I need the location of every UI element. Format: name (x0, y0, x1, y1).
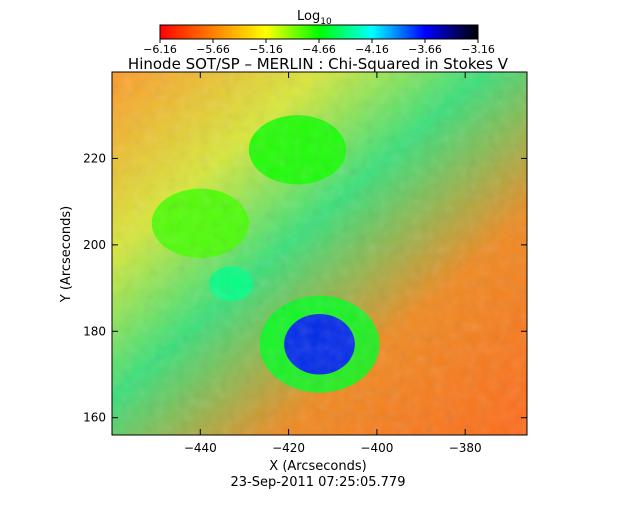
x-tick-label: −420 (272, 441, 305, 455)
x-axis-label: X (Arcseconds) (269, 459, 366, 474)
x-tick-label: −380 (449, 441, 482, 455)
colorbar-label: Log10 (297, 9, 332, 27)
heatmap (112, 72, 527, 435)
colorbar-tick-label: −4.16 (355, 43, 389, 56)
y-axis-label: Y (Arcseconds) (59, 206, 74, 303)
x-tick-label: −400 (360, 441, 393, 455)
plot-frame (111, 71, 528, 436)
y-tick-label: 180 (83, 324, 106, 338)
y-tick-label: 160 (83, 411, 106, 425)
y-tick-label: 200 (83, 238, 106, 252)
colorbar-tick-label: −3.66 (408, 43, 442, 56)
colorbar-gradient (159, 24, 479, 40)
timestamp: 23-Sep-2011 07:25:05.779 (231, 475, 406, 490)
colorbar-tick-label: −5.66 (196, 43, 230, 56)
colorbar-tick-label: −3.16 (461, 43, 495, 56)
colorbar-tick-label: −6.16 (143, 43, 177, 56)
colorbar: Log10 −6.16 −5.66 −5.16 −4.66 −4.16 −3.66 −3.1… (143, 9, 495, 56)
colorbar-ticks: −6.16 −5.66 −5.16 −4.66 −4.16 −3.66 −3.16 (143, 39, 495, 56)
chart-title: Hinode SOT/SP – MERLIN : Chi-Squared in … (128, 55, 509, 73)
colorbar-tick-label: −4.66 (302, 43, 336, 56)
colorbar-tick-label: −5.16 (249, 43, 283, 56)
x-tick-label: −440 (184, 441, 217, 455)
y-tick-label: 220 (83, 151, 106, 165)
axes: −440 −420 −400 −380 160 180 200 220 (83, 72, 527, 455)
